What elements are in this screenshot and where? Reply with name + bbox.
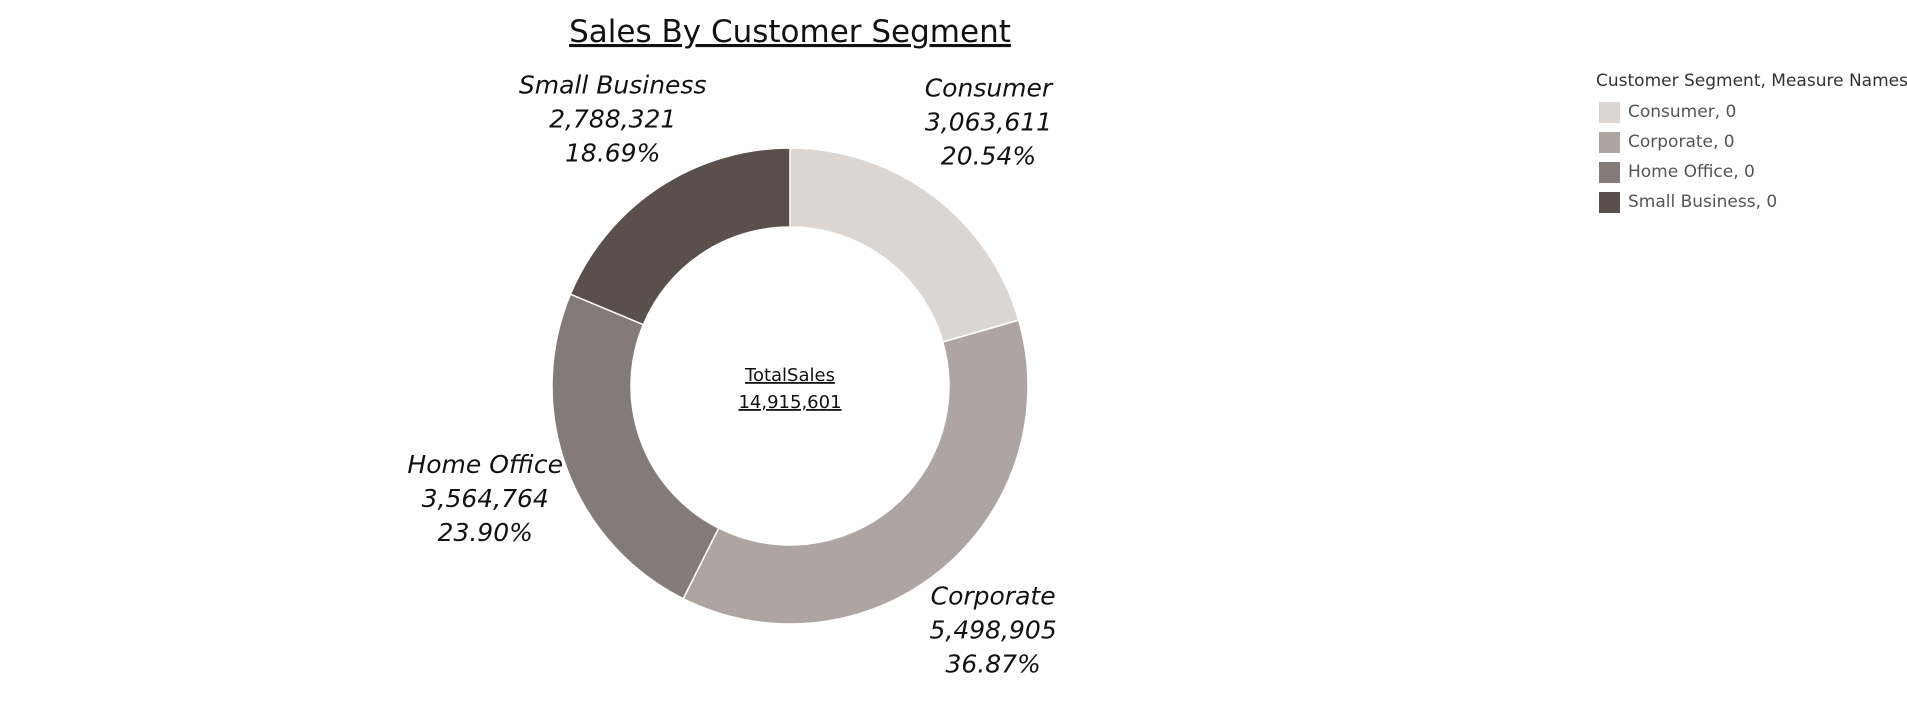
slice-value-label: 3,564,764 bbox=[422, 484, 549, 513]
legend-item-corporate[interactable]: Corporate, 0 bbox=[1599, 127, 1907, 157]
slice-percent-label: 18.69% bbox=[565, 139, 660, 168]
legend-item-small-business[interactable]: Small Business, 0 bbox=[1599, 187, 1907, 217]
slice-label-home-office: Home Office 3,564,764 23.90% bbox=[407, 450, 563, 547]
legend-item-consumer[interactable]: Consumer, 0 bbox=[1599, 97, 1907, 127]
donut-slices bbox=[551, 147, 1029, 625]
donut-chart: Sales By Customer Segment Consumer 3,063,… bbox=[407, 14, 1056, 679]
legend-swatch bbox=[1599, 191, 1620, 213]
legend-label: Consumer, 0 bbox=[1628, 102, 1737, 122]
legend: Customer Segment, Measure Names Consumer… bbox=[1596, 71, 1907, 217]
legend-label: Corporate, 0 bbox=[1628, 132, 1735, 152]
slice-category-label: Small Business bbox=[519, 71, 707, 100]
slice-label-corporate: Corporate 5,498,905 36.87% bbox=[929, 582, 1056, 679]
legend-label: Small Business, 0 bbox=[1628, 192, 1778, 212]
center-total-value: 14,915,601 bbox=[738, 392, 841, 413]
slice-percent-label: 23.90% bbox=[438, 518, 533, 547]
slice-value-label: 5,498,905 bbox=[929, 616, 1056, 645]
slice-label-small-business: Small Business 2,788,321 18.69% bbox=[519, 71, 707, 168]
slice-value-label: 2,788,321 bbox=[549, 105, 676, 134]
slice-home-office[interactable] bbox=[551, 293, 720, 600]
slice-percent-label: 36.87% bbox=[945, 650, 1040, 679]
legend-items: Consumer, 0 Corporate, 0 Home Office, 0 Sma… bbox=[1596, 97, 1907, 217]
slice-labels: Consumer 3,063,611 20.54% Corporate 5,498,90… bbox=[407, 71, 1056, 679]
legend-swatch bbox=[1599, 131, 1620, 153]
legend-swatch bbox=[1599, 101, 1620, 123]
slice-label-consumer: Consumer 3,063,611 20.54% bbox=[925, 73, 1054, 170]
slice-percent-label: 20.54% bbox=[941, 141, 1036, 170]
slice-consumer[interactable] bbox=[789, 147, 1020, 343]
slice-small-business[interactable] bbox=[569, 147, 791, 326]
legend-swatch bbox=[1599, 161, 1620, 183]
slice-value-label: 3,063,611 bbox=[925, 107, 1052, 136]
slice-category-label: Home Office bbox=[407, 450, 563, 479]
legend-label: Home Office, 0 bbox=[1628, 162, 1755, 182]
center-total-label: TotalSales bbox=[744, 365, 835, 386]
legend-item-home-office[interactable]: Home Office, 0 bbox=[1599, 157, 1907, 187]
chart-title: Sales By Customer Segment bbox=[569, 14, 1011, 50]
slice-category-label: Corporate bbox=[931, 582, 1056, 611]
legend-title: Customer Segment, Measure Names bbox=[1596, 71, 1907, 91]
slice-category-label: Consumer bbox=[925, 73, 1054, 102]
slice-corporate[interactable] bbox=[682, 319, 1029, 625]
